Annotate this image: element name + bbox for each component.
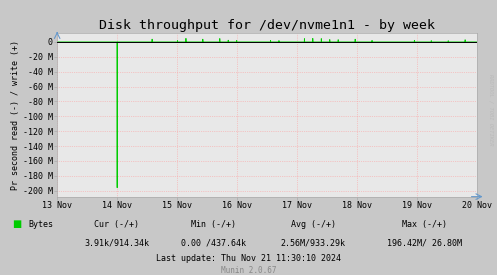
Text: Avg (-/+): Avg (-/+) <box>291 220 335 229</box>
Text: Bytes: Bytes <box>29 220 54 229</box>
Y-axis label: Pr second read (-) / write (+): Pr second read (-) / write (+) <box>11 40 20 190</box>
Text: Cur (-/+): Cur (-/+) <box>94 220 139 229</box>
Text: 3.91k/914.34k: 3.91k/914.34k <box>84 239 149 248</box>
Text: Min (-/+): Min (-/+) <box>191 220 236 229</box>
Text: ■: ■ <box>12 219 22 229</box>
Text: Munin 2.0.67: Munin 2.0.67 <box>221 266 276 274</box>
Text: Last update: Thu Nov 21 11:30:10 2024: Last update: Thu Nov 21 11:30:10 2024 <box>156 254 341 263</box>
Text: 2.56M/933.29k: 2.56M/933.29k <box>281 239 345 248</box>
Title: Disk throughput for /dev/nvme1n1 - by week: Disk throughput for /dev/nvme1n1 - by we… <box>99 19 435 32</box>
Text: 0.00 /437.64k: 0.00 /437.64k <box>181 239 246 248</box>
Text: Max (-/+): Max (-/+) <box>403 220 447 229</box>
Text: 196.42M/ 26.80M: 196.42M/ 26.80M <box>388 239 462 248</box>
Text: RRDTOOL / TOBI OETIKER: RRDTOOL / TOBI OETIKER <box>488 74 493 146</box>
